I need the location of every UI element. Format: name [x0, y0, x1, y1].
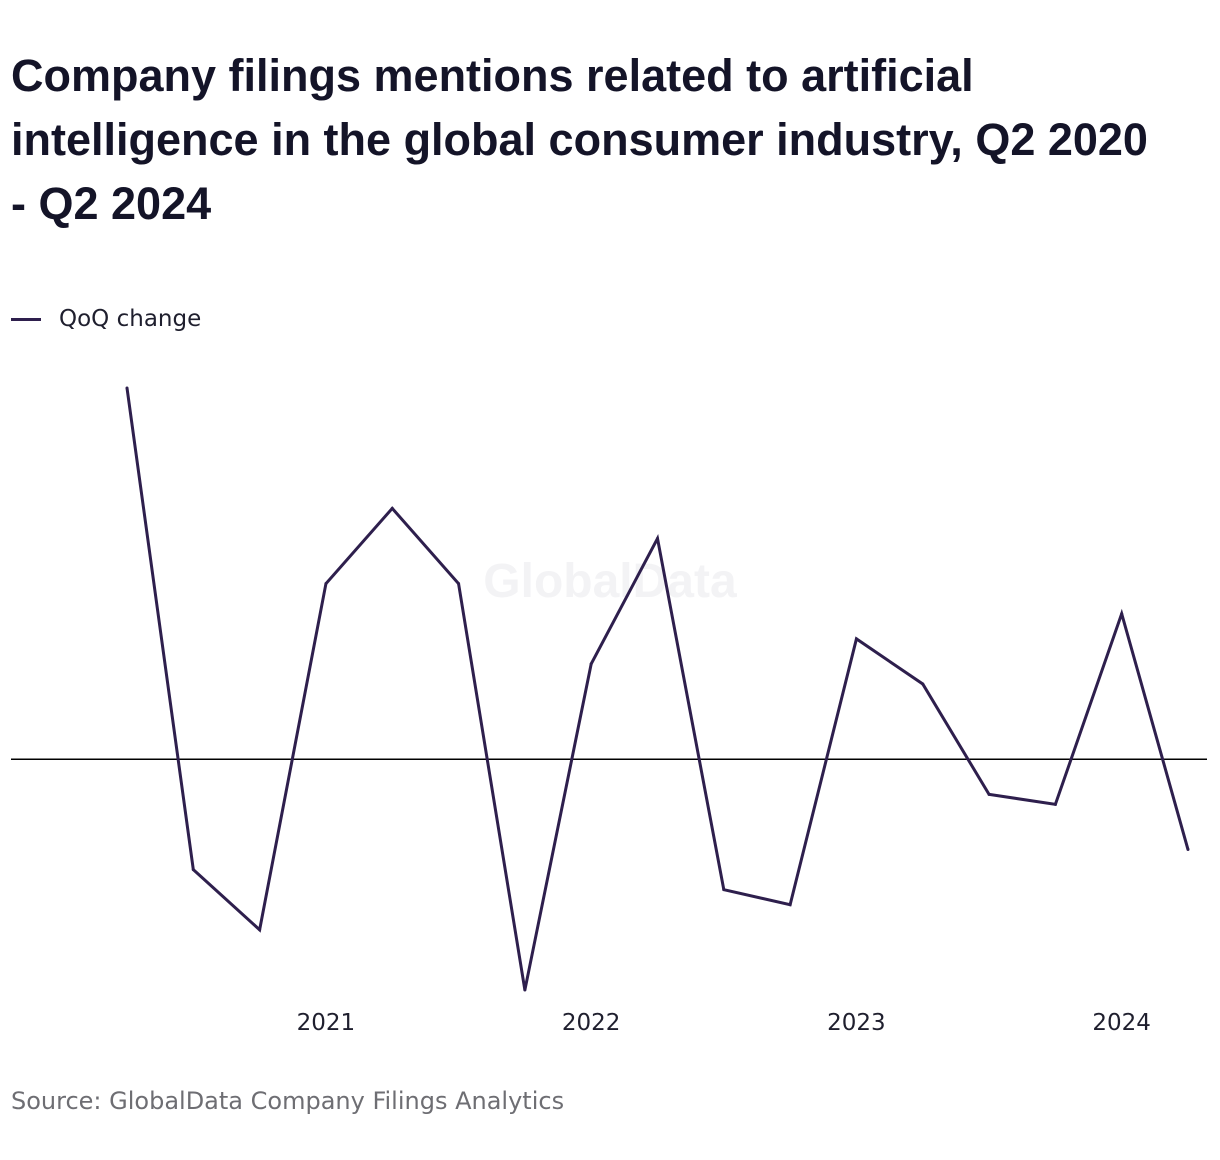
data-point-q4-2022 — [788, 903, 792, 907]
data-point-q4-2021 — [523, 988, 527, 992]
line-chart: GlobalData 2021 2022 2023 2024 — [11, 386, 1207, 1036]
data-point-q2-2020 — [125, 386, 129, 390]
data-point-q4-2023 — [1053, 802, 1057, 806]
data-point-q3-2022 — [722, 888, 726, 892]
x-tick-label-2021: 2021 — [297, 1010, 356, 1036]
data-point-q2-2022 — [656, 537, 659, 540]
legend: QoQ change — [11, 306, 201, 332]
data-point-q2-2021 — [390, 506, 394, 510]
data-point-q1-2023 — [854, 637, 858, 641]
data-points — [125, 386, 1190, 992]
data-point-q1-2022 — [589, 662, 593, 666]
x-tick-label-2023: 2023 — [827, 1010, 886, 1036]
x-tick-label-2022: 2022 — [562, 1010, 621, 1036]
chart-title: Company filings mentions related to arti… — [11, 50, 1148, 229]
data-point-q3-2020 — [191, 868, 195, 872]
watermark: GlobalData — [483, 555, 737, 608]
x-axis-tick-labels: 2021 2022 2023 2024 — [297, 1010, 1151, 1036]
legend-swatch-qoq-change — [11, 317, 41, 321]
data-point-q4-2020 — [258, 928, 262, 932]
series-line-qoq-change — [125, 387, 1190, 991]
legend-label-qoq-change: QoQ change — [59, 306, 202, 332]
x-tick-label-2024: 2024 — [1092, 1010, 1151, 1036]
data-point-q1-2024 — [1120, 612, 1124, 616]
data-point-q3-2021 — [457, 582, 461, 586]
data-point-q1-2021 — [324, 582, 328, 586]
data-point-q2-2024 — [1186, 848, 1190, 852]
data-point-q3-2023 — [987, 792, 991, 796]
source-note: Source: GlobalData Company Filings Analy… — [11, 1087, 565, 1115]
data-point-q2-2023 — [921, 682, 925, 686]
